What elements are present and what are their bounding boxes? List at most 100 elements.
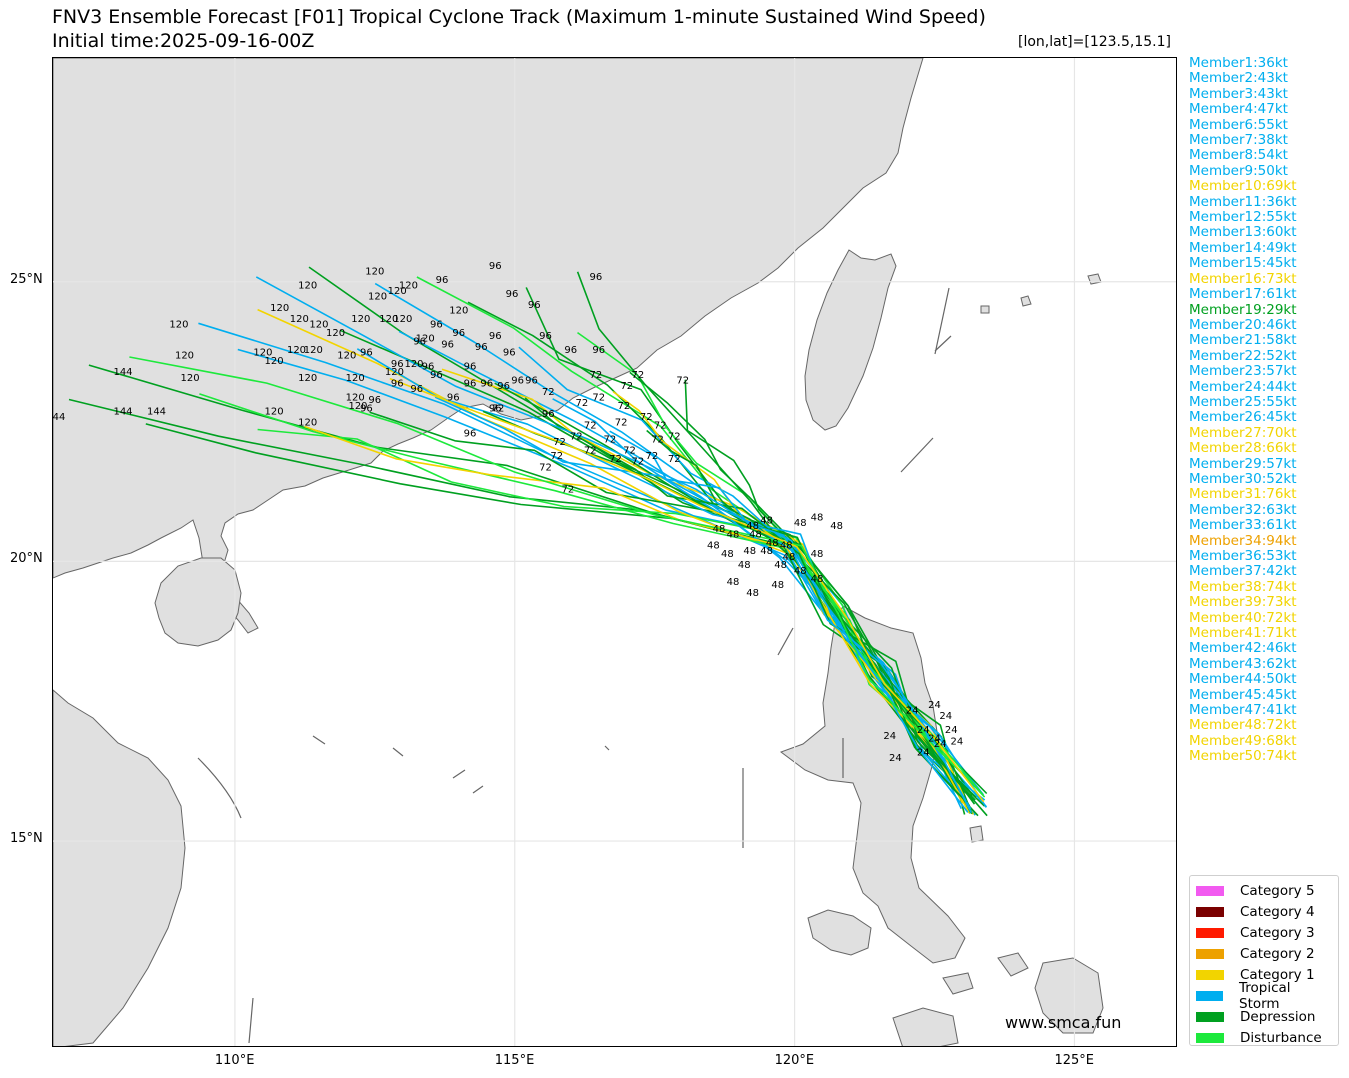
- forecast-hour-label: 72: [646, 451, 659, 462]
- member-intensity-entry: Member2:43kt: [1189, 70, 1288, 87]
- legend-swatch: [1196, 1011, 1224, 1022]
- forecast-hour-label: 48: [794, 566, 807, 577]
- legend-label: Category 3: [1240, 924, 1315, 941]
- forecast-hour-label: 48: [771, 580, 784, 591]
- forecast-hour-label: 24: [889, 753, 902, 764]
- forecast-hour-label: 24: [951, 736, 964, 747]
- forecast-hour-label: 72: [618, 401, 631, 412]
- legend-label: Tropical Storm: [1239, 979, 1291, 1012]
- forecast-hour-label: 96: [430, 370, 443, 381]
- track-map[interactable]: 24 24 24 24 24 24 24 24 24 24 24 48 48 48 48 48 48 48 48 48…: [52, 57, 1177, 1047]
- forecast-hour-label: 144: [113, 367, 132, 378]
- forecast-hour-label: 120: [309, 320, 328, 331]
- initial-time: Initial time:2025-09-16-00Z: [52, 30, 315, 52]
- forecast-hour-label: 72: [654, 420, 667, 431]
- member-intensity-entry: Member36:53kt: [1189, 548, 1297, 564]
- forecast-hour-label: 72: [492, 404, 505, 415]
- forecast-hour-label: 96: [464, 429, 477, 440]
- legend-entry: Category 4: [1196, 901, 1332, 922]
- forecast-hour-label: 120: [393, 314, 412, 325]
- member-intensity-entry: Member14:49kt: [1189, 239, 1297, 256]
- member-intensity-entry: Member39:73kt: [1189, 594, 1297, 611]
- forecast-hour-label: 48: [811, 574, 824, 585]
- ensemble-track-line: [369, 411, 973, 815]
- forecast-hour-label: 48: [780, 541, 793, 552]
- member-intensity-entry: Member6:55kt: [1189, 116, 1288, 133]
- lat-tick-label: 15°N: [10, 831, 43, 847]
- member-intensity-entry: Member41:71kt: [1189, 625, 1297, 642]
- member-intensity-entry: Member22:52kt: [1189, 347, 1297, 364]
- forecast-hour-label: 120: [298, 281, 317, 292]
- forecast-hour-label: 72: [632, 370, 645, 381]
- forecast-hour-label: 24: [934, 739, 947, 750]
- forecast-hour-label: 120: [270, 303, 289, 314]
- land-layer: [53, 58, 1104, 1046]
- legend-entry: Category 3: [1196, 922, 1332, 943]
- luzon-island: [779, 605, 966, 964]
- forecast-hour-label: 24: [945, 725, 958, 736]
- forecast-hour-label: 48: [830, 521, 843, 532]
- forecast-hour-label: 96: [475, 342, 488, 353]
- forecast-hour-label: 72: [668, 432, 681, 443]
- legend-swatch: [1196, 969, 1224, 980]
- legend-label: Category 5: [1240, 882, 1315, 899]
- forecast-hour-label: 48: [760, 515, 773, 526]
- forecast-hour-label: 48: [794, 518, 807, 529]
- reef-outlines: [197, 287, 952, 1044]
- forecast-hour-label: 120: [388, 286, 407, 297]
- member-intensity-entry: Member7:38kt: [1189, 132, 1288, 149]
- forecast-hour-label: 120: [181, 373, 200, 384]
- forecast-hour-label: 120: [175, 350, 194, 361]
- forecast-hour-label: 48: [721, 549, 734, 560]
- legend-label: Disturbance: [1240, 1029, 1322, 1046]
- legend-swatch: [1196, 885, 1224, 896]
- legend-entry: Category 5: [1196, 880, 1332, 901]
- indochina-coast: [53, 689, 186, 1046]
- forecast-hour-label: 24: [928, 734, 941, 745]
- legend-label: Category 1: [1240, 966, 1315, 983]
- forecast-hour-label: 96: [564, 345, 577, 356]
- forecast-hour-label: 72: [651, 434, 664, 445]
- forecast-hour-label: 24: [906, 706, 919, 717]
- forecast-hour-label: 96: [542, 409, 555, 420]
- member-intensity-entry: Member23:57kt: [1189, 363, 1297, 380]
- lon-tick-label: 125°E: [1054, 1053, 1094, 1068]
- forecast-hour-label: 72: [609, 454, 622, 465]
- forecast-hour-label: 120: [298, 418, 317, 429]
- forecast-hour-label: 48: [811, 549, 824, 560]
- forecast-hour-label: 144: [147, 406, 166, 417]
- forecast-hour-label: 96: [391, 378, 404, 389]
- member-intensity-entry: Member45:45kt: [1189, 686, 1297, 703]
- taiwan-island: [804, 249, 897, 431]
- forecast-hour-label: 72: [562, 485, 575, 496]
- forecast-hour-label: 72: [576, 398, 589, 409]
- member-intensity-entry: Member28:66kt: [1189, 440, 1297, 457]
- member-intensity-entry: Member49:68kt: [1189, 732, 1297, 749]
- forecast-hour-label: 120: [404, 359, 423, 370]
- member-intensity-entry: Member21:58kt: [1189, 332, 1297, 349]
- member-intensity-entry: Member48:72kt: [1189, 717, 1297, 734]
- forecast-hour-label: 144: [53, 412, 65, 423]
- legend-swatch: [1196, 1032, 1224, 1043]
- forecast-hour-label: 24: [917, 725, 930, 736]
- legend-label: Depression: [1240, 1008, 1316, 1025]
- lat-tick-label: 25°N: [10, 271, 43, 287]
- ensemble-track-line: [304, 425, 970, 814]
- forecast-hour-label: 96: [489, 404, 502, 415]
- forecast-hour-label: 96: [452, 328, 465, 339]
- member-intensity-entry: Member44:50kt: [1189, 671, 1297, 688]
- forecast-hour-label: 48: [760, 546, 773, 557]
- forecast-hour-label: 72: [592, 392, 605, 403]
- forecast-hour-label: 96: [368, 395, 381, 406]
- legend-swatch: [1196, 948, 1224, 959]
- forecast-hour-label: 120: [368, 292, 387, 303]
- forecast-hour-label: 96: [447, 392, 460, 403]
- forecast-hour-label: 72: [584, 446, 597, 457]
- small-islands: [942, 273, 1102, 995]
- member-intensity-entry: Member26:45kt: [1189, 409, 1297, 426]
- member-intensity-entry: Member10:69kt: [1189, 178, 1297, 195]
- forecast-hour-label: 96: [441, 339, 454, 350]
- lon-tick-label: 110°E: [214, 1053, 255, 1068]
